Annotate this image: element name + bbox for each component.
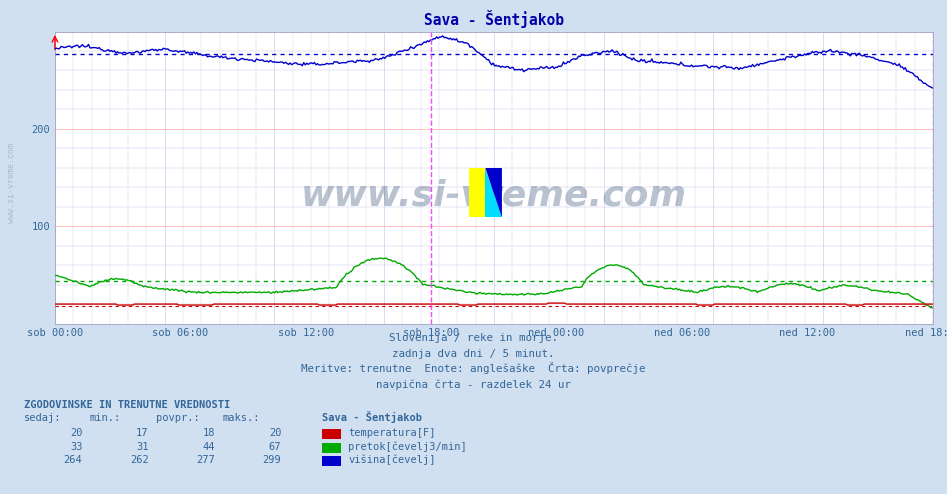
Text: ZGODOVINSKE IN TRENUTNE VREDNOSTI: ZGODOVINSKE IN TRENUTNE VREDNOSTI [24, 400, 230, 410]
Text: navpična črta - razdelek 24 ur: navpična črta - razdelek 24 ur [376, 380, 571, 390]
Text: Sava - Šentjakob: Sava - Šentjakob [322, 411, 422, 423]
Text: min.:: min.: [90, 413, 121, 423]
Text: www.si-vreme.com: www.si-vreme.com [301, 178, 687, 212]
Text: pretok[čevelj3/min]: pretok[čevelj3/min] [348, 441, 467, 452]
Text: 44: 44 [203, 442, 215, 452]
Text: 262: 262 [130, 455, 149, 465]
Text: 18: 18 [203, 428, 215, 438]
Text: Slovenija / reke in morje.: Slovenija / reke in morje. [389, 333, 558, 343]
Text: 299: 299 [262, 455, 281, 465]
Text: 20: 20 [70, 428, 82, 438]
Text: 264: 264 [63, 455, 82, 465]
Text: zadnja dva dni / 5 minut.: zadnja dva dni / 5 minut. [392, 349, 555, 359]
Text: 67: 67 [269, 442, 281, 452]
Text: 31: 31 [136, 442, 149, 452]
Text: povpr.:: povpr.: [156, 413, 200, 423]
Text: 33: 33 [70, 442, 82, 452]
Polygon shape [469, 168, 486, 217]
Title: Sava - Šentjakob: Sava - Šentjakob [424, 10, 563, 28]
Text: 20: 20 [269, 428, 281, 438]
Text: sedaj:: sedaj: [24, 413, 62, 423]
Polygon shape [486, 168, 502, 217]
Text: temperatura[F]: temperatura[F] [348, 428, 436, 438]
Polygon shape [486, 168, 502, 217]
Text: maks.:: maks.: [223, 413, 260, 423]
Text: www.si-vreme.com: www.si-vreme.com [7, 143, 16, 223]
Text: 277: 277 [196, 455, 215, 465]
Text: 17: 17 [136, 428, 149, 438]
Text: višina[čevelj]: višina[čevelj] [348, 455, 436, 465]
Text: Meritve: trenutne  Enote: anglešaške  Črta: povprečje: Meritve: trenutne Enote: anglešaške Črta… [301, 363, 646, 374]
